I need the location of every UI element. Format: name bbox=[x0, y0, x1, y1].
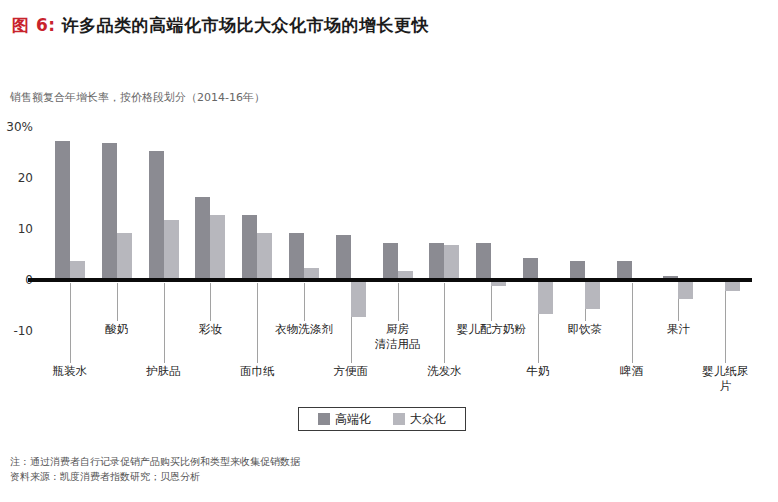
category-label: 果汁 bbox=[667, 322, 690, 337]
category-leader-line bbox=[398, 283, 399, 321]
bar-mass bbox=[538, 281, 553, 314]
category-leader-line bbox=[164, 283, 165, 363]
bar-premium bbox=[476, 243, 491, 281]
legend-item-mass: 大众化 bbox=[393, 411, 446, 428]
y-axis-tick-label: -10 bbox=[0, 324, 33, 338]
category-leader-line bbox=[725, 283, 726, 363]
y-axis-tick-label: 30% bbox=[0, 120, 33, 134]
zero-axis-line bbox=[28, 278, 752, 282]
bar-mass bbox=[444, 245, 459, 281]
y-axis-tick-label: 10 bbox=[0, 222, 33, 236]
bar-mass bbox=[351, 281, 366, 317]
legend-swatch-premium bbox=[318, 413, 330, 425]
bar-premium bbox=[429, 243, 444, 281]
category-leader-line bbox=[117, 283, 118, 321]
bar-mass bbox=[210, 215, 225, 281]
category-leader-line bbox=[491, 283, 492, 321]
bar-premium bbox=[383, 243, 398, 281]
category-label: 方便面 bbox=[334, 364, 369, 379]
footnote-source: 资料来源：凯度消费者指数研究；贝恩分析 bbox=[10, 470, 200, 484]
bar-mass bbox=[678, 281, 693, 299]
category-leader-line bbox=[632, 283, 633, 363]
legend-item-premium: 高端化 bbox=[318, 411, 371, 428]
category-label: 瓶装水 bbox=[53, 364, 88, 379]
category-label: 牛奶 bbox=[527, 364, 550, 379]
category-leader-line bbox=[257, 283, 258, 363]
category-label: 彩妆 bbox=[199, 322, 222, 337]
legend: 高端化 大众化 bbox=[298, 407, 466, 431]
bar-premium bbox=[242, 215, 257, 281]
category-label: 衣物洗涤剂 bbox=[275, 322, 333, 337]
bar-premium bbox=[336, 235, 351, 281]
footnote-note: 注：通过消费者自行记录促销产品购买比例和类型来收集促销数据 bbox=[10, 455, 300, 469]
bar-premium bbox=[102, 143, 117, 281]
category-leader-line bbox=[210, 283, 211, 321]
category-label: 面巾纸 bbox=[240, 364, 275, 379]
category-label: 即饮茶 bbox=[568, 322, 603, 337]
category-label: 酸奶 bbox=[105, 322, 128, 337]
bar-premium bbox=[149, 151, 164, 281]
category-label: 护肤品 bbox=[146, 364, 181, 379]
category-label: 厨房 清洁用品 bbox=[375, 322, 421, 352]
category-leader-line bbox=[444, 283, 445, 363]
category-leader-line bbox=[70, 283, 71, 363]
category-label: 婴儿纸尿片 bbox=[699, 364, 752, 394]
bar-premium bbox=[195, 197, 210, 281]
legend-label-mass: 大众化 bbox=[410, 411, 446, 428]
legend-label-premium: 高端化 bbox=[335, 411, 371, 428]
bar-mass bbox=[725, 281, 740, 291]
category-label: 洗发水 bbox=[427, 364, 462, 379]
bar-mass bbox=[164, 220, 179, 281]
bar-mass bbox=[585, 281, 600, 309]
category-label: 婴儿配方奶粉 bbox=[457, 322, 526, 337]
bar-premium bbox=[289, 233, 304, 281]
bar-mass bbox=[257, 233, 272, 281]
category-label: 啤酒 bbox=[620, 364, 643, 379]
category-leader-line bbox=[304, 283, 305, 321]
bar-premium bbox=[55, 141, 70, 281]
figure-6-chart: 图 6:许多品类的高端化市场比大众化市场的增长更快 销售额复合年增长率，按价格段… bbox=[0, 0, 778, 502]
bar-mass bbox=[117, 233, 132, 281]
y-axis-tick-label: 20 bbox=[0, 171, 33, 185]
legend-swatch-mass bbox=[393, 413, 405, 425]
